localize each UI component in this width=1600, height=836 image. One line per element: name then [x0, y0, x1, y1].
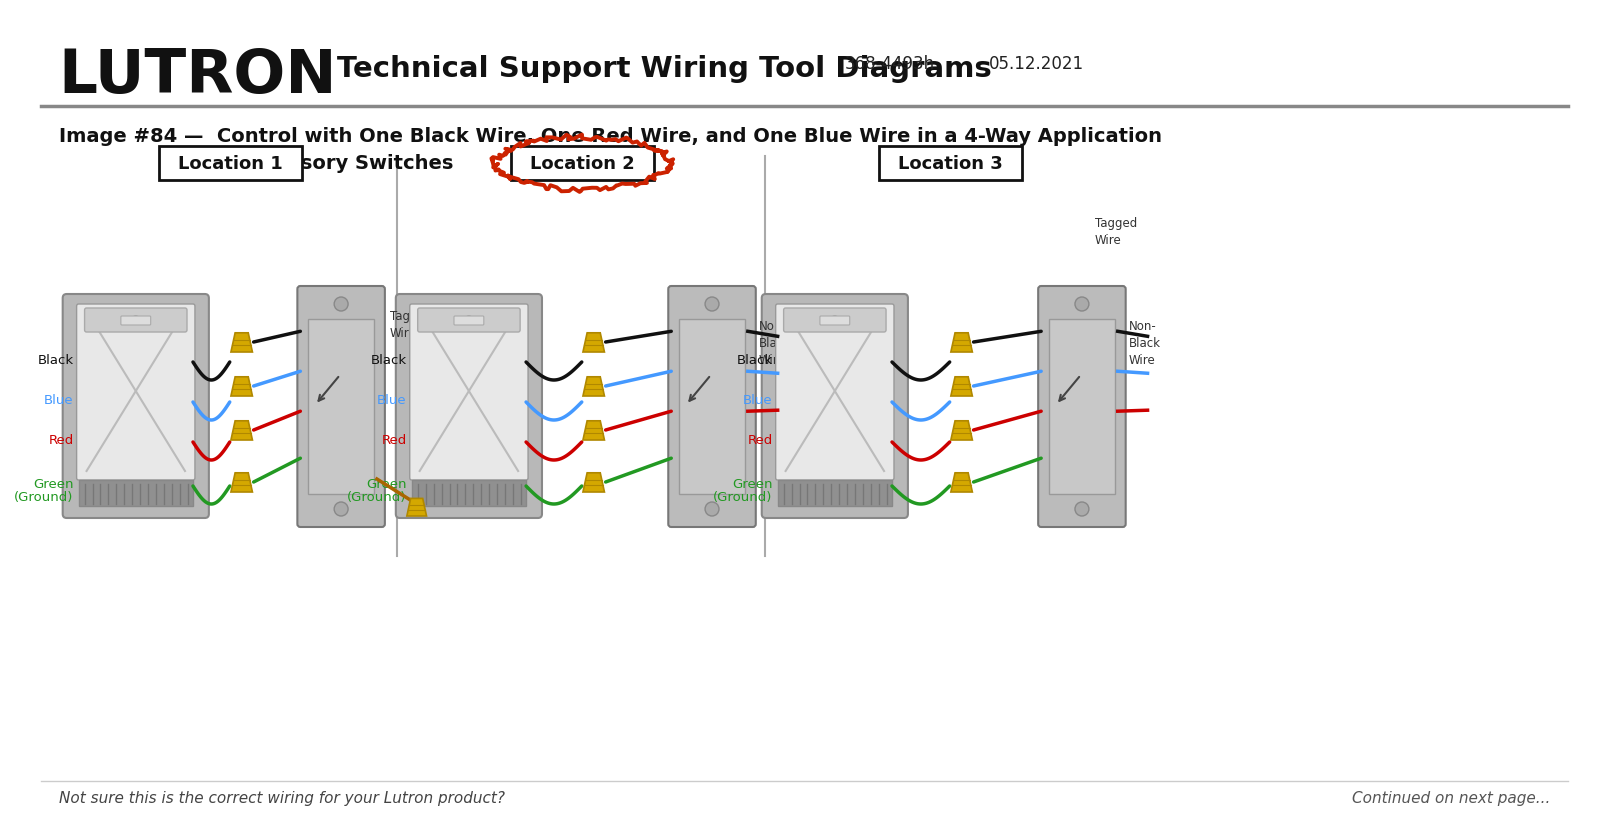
- Circle shape: [1075, 298, 1090, 312]
- Bar: [411, 481, 526, 507]
- FancyBboxPatch shape: [418, 308, 520, 333]
- FancyBboxPatch shape: [1038, 287, 1126, 528]
- Polygon shape: [582, 334, 605, 353]
- Polygon shape: [950, 421, 973, 441]
- FancyBboxPatch shape: [819, 317, 850, 325]
- Text: Green: Green: [733, 478, 773, 491]
- Text: Location 2: Location 2: [530, 155, 635, 173]
- FancyBboxPatch shape: [77, 304, 195, 481]
- Text: Blue: Blue: [45, 394, 74, 407]
- Text: (Ground): (Ground): [714, 491, 773, 504]
- Circle shape: [334, 502, 349, 517]
- Text: Blue: Blue: [742, 394, 773, 407]
- Text: Not sure this is the correct wiring for your Lutron product?: Not sure this is the correct wiring for …: [59, 791, 504, 806]
- Polygon shape: [230, 334, 253, 353]
- Polygon shape: [582, 377, 605, 396]
- FancyBboxPatch shape: [776, 304, 894, 481]
- Text: Location 1: Location 1: [178, 155, 283, 173]
- Text: Tagged
Wire: Tagged Wire: [1094, 217, 1138, 247]
- Text: Location 3: Location 3: [898, 155, 1003, 173]
- Text: Black: Black: [371, 354, 406, 367]
- Text: 05.12.2021: 05.12.2021: [989, 55, 1083, 73]
- Text: Blue: Blue: [378, 394, 406, 407]
- Circle shape: [706, 298, 718, 312]
- FancyBboxPatch shape: [510, 147, 654, 181]
- Polygon shape: [230, 377, 253, 396]
- FancyBboxPatch shape: [878, 147, 1022, 181]
- Text: Red: Red: [48, 434, 74, 447]
- Polygon shape: [582, 473, 605, 492]
- FancyBboxPatch shape: [669, 287, 755, 528]
- FancyBboxPatch shape: [298, 287, 386, 528]
- FancyBboxPatch shape: [395, 294, 542, 518]
- FancyBboxPatch shape: [158, 147, 302, 181]
- Text: Tagged
Wire: Tagged Wire: [390, 309, 432, 339]
- Text: Red: Red: [747, 434, 773, 447]
- Text: with Accessory Switches: with Accessory Switches: [182, 154, 453, 173]
- Polygon shape: [950, 334, 973, 353]
- FancyBboxPatch shape: [122, 317, 150, 325]
- Text: Image #84 —  Control with One Black Wire, One Red Wire, and One Blue Wire in a 4: Image #84 — Control with One Black Wire,…: [59, 127, 1162, 145]
- Text: 368-4493h: 368-4493h: [845, 55, 934, 73]
- Polygon shape: [230, 473, 253, 492]
- FancyBboxPatch shape: [454, 317, 483, 325]
- FancyBboxPatch shape: [410, 304, 528, 481]
- Bar: [778, 481, 893, 507]
- Circle shape: [466, 317, 474, 324]
- Text: Non-
Black
Wires: Non- Black Wires: [758, 319, 792, 366]
- Text: Black: Black: [37, 354, 74, 367]
- Circle shape: [131, 317, 139, 324]
- Text: (Ground): (Ground): [347, 491, 406, 504]
- Text: Green: Green: [366, 478, 406, 491]
- Polygon shape: [950, 473, 973, 492]
- FancyBboxPatch shape: [85, 308, 187, 333]
- FancyBboxPatch shape: [62, 294, 210, 518]
- Text: Green: Green: [34, 478, 74, 491]
- Polygon shape: [950, 377, 973, 396]
- Circle shape: [334, 298, 349, 312]
- Bar: [1050, 319, 1115, 494]
- Bar: [680, 319, 746, 494]
- Text: (Ground): (Ground): [14, 491, 74, 504]
- Circle shape: [1075, 502, 1090, 517]
- Text: Red: Red: [381, 434, 406, 447]
- Text: LUTRON: LUTRON: [59, 47, 338, 106]
- Text: Non-
Black
Wire: Non- Black Wire: [1128, 319, 1160, 366]
- FancyBboxPatch shape: [762, 294, 907, 518]
- Polygon shape: [230, 421, 253, 441]
- FancyBboxPatch shape: [784, 308, 886, 333]
- Polygon shape: [582, 421, 605, 441]
- Text: Black: Black: [736, 354, 773, 367]
- Polygon shape: [406, 499, 427, 517]
- Text: Continued on next page...: Continued on next page...: [1352, 791, 1550, 806]
- Circle shape: [830, 317, 838, 324]
- Circle shape: [706, 502, 718, 517]
- Text: Technical Support Wiring Tool Diagrams: Technical Support Wiring Tool Diagrams: [338, 55, 992, 83]
- Bar: [78, 481, 194, 507]
- Bar: [309, 319, 374, 494]
